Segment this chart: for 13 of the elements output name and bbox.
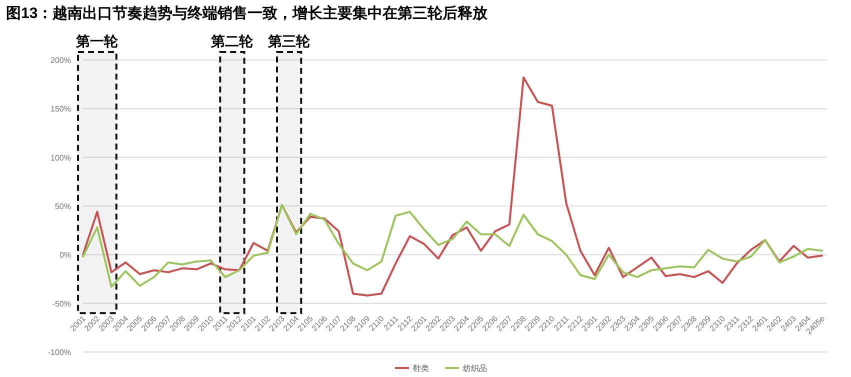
y-tick-label: -50% [52, 299, 71, 308]
band-label: 第二轮 [210, 33, 254, 49]
y-tick-label: 0% [59, 250, 71, 260]
legend-label: 纺织品 [463, 364, 487, 373]
y-tick-label: 50% [54, 202, 71, 211]
y-tick-label: 200% [50, 56, 71, 65]
legend-label: 鞋类 [413, 364, 429, 373]
y-tick-label: 150% [50, 104, 71, 114]
y-tick-label: 100% [50, 153, 71, 162]
y-tick-label: -100% [48, 348, 71, 357]
chart-title: 图13：越南出口节奏趋势与终端销售一致，增长主要集中在第三轮后释放 [6, 4, 489, 22]
band-label: 第一轮 [75, 33, 120, 49]
band-label: 第三轮 [267, 33, 312, 49]
